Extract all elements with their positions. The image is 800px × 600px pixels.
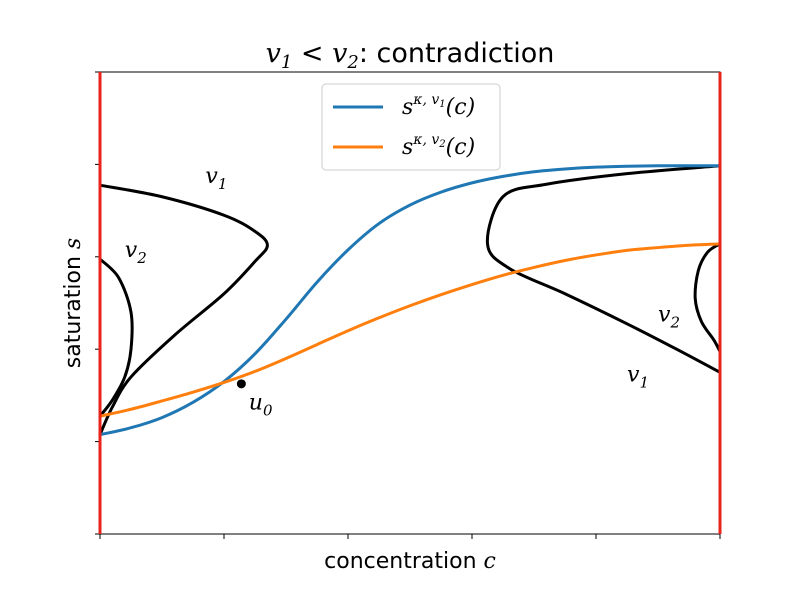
series-line-v1-right-curve: [485, 164, 722, 374]
y-axis-label: saturation s: [61, 238, 86, 368]
title-v2-sub: 2: [346, 52, 358, 73]
y-axis-label-text: saturation: [61, 249, 86, 368]
annotation-v2-1: v2: [125, 238, 147, 267]
annotation-3-base: v: [627, 363, 640, 388]
annotation-0-sub: 1: [218, 175, 228, 193]
annotation-v1-3: v1: [627, 363, 649, 392]
title-rest: : contradiction: [359, 38, 555, 69]
annotation-1-base: v: [125, 238, 138, 263]
annotation-4-base: u: [249, 390, 263, 415]
legend-1-base: s: [402, 95, 413, 120]
legend-1-supsub: 1: [439, 99, 445, 110]
series-line-s-v2-c: [98, 242, 722, 418]
annotation-v1-0: v1: [205, 164, 227, 193]
annotation-0-base: v: [205, 164, 218, 189]
series-line-s-v1-c: [98, 164, 722, 437]
title-operator: <: [292, 38, 332, 69]
legend: sκ, v1(c) sκ, v2(c): [321, 83, 501, 171]
legend-2-arg: (c): [446, 135, 476, 160]
annotation-3-sub: 1: [639, 374, 649, 392]
legend-entry-1: sκ, v1(c): [402, 92, 475, 120]
chart-title: v1 < v2: contradiction: [266, 38, 555, 73]
x-axis-label: concentration c: [324, 549, 496, 574]
series-line-v2-left-curve: [98, 257, 134, 418]
annotation-2-base: v: [658, 302, 671, 327]
x-axis-label-var: c: [484, 549, 496, 574]
legend-1-arg: (c): [446, 95, 476, 120]
annotation-u0-4: u0: [249, 390, 273, 419]
x-axis-label-text: concentration: [324, 549, 483, 574]
legend-2-base: s: [402, 135, 413, 160]
legend-entry-2: sκ, v2(c): [402, 132, 475, 160]
chart-marks: [236, 379, 246, 389]
annotation-1-sub: 2: [136, 249, 147, 267]
annotation-2-sub: 2: [669, 313, 680, 331]
legend-2-supsub: 2: [438, 139, 445, 150]
y-axis-label-var: s: [61, 238, 86, 249]
title-v2: v: [332, 38, 347, 69]
chart-curves: [98, 164, 722, 437]
annotation-v2-2: v2: [658, 302, 680, 331]
title-v1: v: [266, 38, 281, 69]
annotation-4-sub: 0: [263, 401, 273, 419]
legend-2-sup: κ, v: [412, 132, 439, 148]
series-line-v1-left-curve: [98, 183, 269, 437]
point-u0: [236, 379, 246, 389]
legend-1-sup: κ, v: [412, 92, 439, 108]
boundary-lines: [98, 72, 722, 534]
series-line-v2-right-curve: [693, 242, 722, 354]
title-v1-sub: 1: [281, 52, 292, 73]
